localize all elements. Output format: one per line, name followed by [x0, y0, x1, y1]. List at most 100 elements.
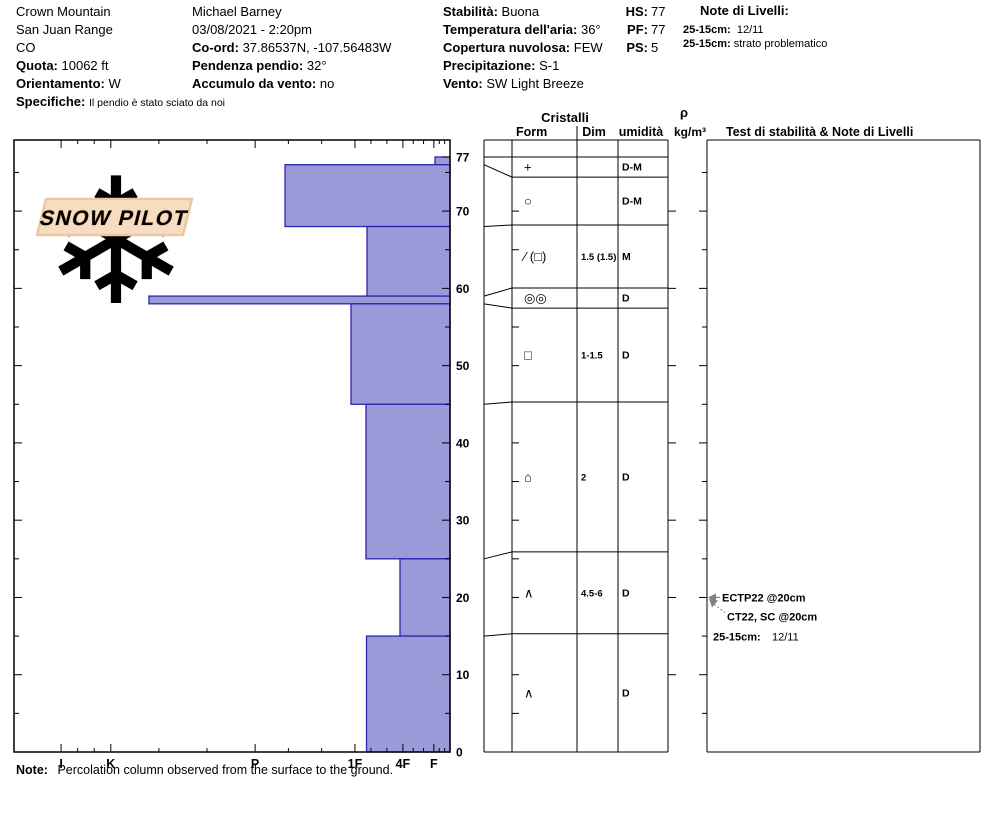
sky-cover-label: Copertura nuvolosa:	[443, 40, 571, 55]
moisture-value: D	[622, 350, 630, 362]
moisture-value: D-M	[622, 196, 642, 208]
dim-column-header: Dim	[582, 125, 606, 139]
moisture-value: D	[622, 687, 630, 699]
logo-banner-group: SNOW PILOT	[35, 197, 194, 237]
ps-value: 5	[651, 40, 659, 55]
layer-leader-line	[483, 287, 513, 297]
grain-form-symbol: ○	[524, 194, 532, 209]
aspect-value: W	[108, 76, 121, 91]
profile-layer-bar	[284, 164, 451, 228]
hardness-tick-label: K	[106, 757, 115, 771]
layer-note-label: 25-15cm:	[683, 24, 731, 36]
grain-form-symbol: ∧	[524, 585, 534, 600]
form-column-header: Form	[516, 125, 547, 139]
layer-note-value: strato problematico	[733, 38, 828, 50]
ct-arrowhead	[709, 598, 718, 608]
depth-tick-label: 70	[456, 205, 470, 219]
layer-leader-line	[483, 633, 513, 637]
profile-layer-bar	[366, 225, 451, 297]
grain-size-value: 2	[581, 472, 586, 483]
hardness-tick-label: I	[59, 757, 62, 771]
footnote-text: Percolation column observed from the sur…	[57, 763, 394, 777]
depth-tick-label: 60	[456, 282, 470, 296]
header-layer-notes-block: Note di Livelli: 25-15cm: 12/11 25-15cm:…	[683, 2, 827, 51]
hs-label: HS:	[625, 4, 648, 19]
depth-tick-label: 10	[456, 668, 470, 682]
range-name: San Juan Range	[16, 22, 113, 37]
hardness-tick-label: 1F	[348, 757, 363, 771]
grain-size-value: 1.5 (1.5)	[581, 252, 616, 263]
stability-test-result: CT22, SC @20cm	[727, 611, 817, 623]
pf-label: PF:	[627, 22, 648, 37]
depth-tick-label: 77	[456, 151, 470, 165]
grain-size-value: 4.5-6	[581, 588, 603, 599]
wind-value: SW Light Breeze	[486, 76, 584, 91]
moisture-value: D	[622, 587, 630, 599]
elevation-label: Quota:	[16, 58, 58, 73]
specifics-value: Il pendio è stato sciato da noi	[88, 97, 225, 109]
pf-value: 77	[651, 22, 666, 37]
precip-label: Precipitazione:	[443, 58, 536, 73]
hardness-tick-label: P	[251, 757, 259, 771]
hardness-tick-label: 4F	[396, 757, 411, 771]
density-header-units: kg/m³	[674, 125, 706, 139]
footnote-label: Note:	[16, 763, 48, 777]
layer-leader-line	[483, 401, 513, 405]
air-temp-label: Temperatura dell'aria:	[443, 22, 578, 37]
snowflake-icon: ❄	[43, 146, 190, 341]
elevation-value: 10062 ft	[61, 58, 109, 73]
profile-layer-bar	[148, 295, 451, 305]
profile-layer-bar	[365, 403, 451, 560]
sky-cover-value: FEW	[573, 40, 603, 55]
density-header-rho: ρ	[680, 105, 688, 120]
header-observer-block: Michael Barney 03/08/2021 - 2:20pm Co-or…	[192, 3, 391, 93]
ps-label: PS:	[626, 40, 648, 55]
profile-layer-bar	[399, 558, 451, 637]
grain-size-value: 1-1.5	[581, 351, 603, 362]
ct-arrow-line	[713, 604, 726, 613]
profile-layer-bar	[365, 635, 451, 753]
air-temp-value: 36°	[580, 22, 601, 37]
stability-test-header: Test di stabilità & Note di Livelli	[726, 125, 913, 139]
logo-banner	[35, 197, 194, 237]
coords-value: 37.86537N, -107.56483W	[242, 40, 392, 55]
wind-loading-label: Accumulo da vento:	[192, 76, 317, 91]
moisture-value: D-M	[622, 162, 642, 174]
hs-value: 77	[651, 4, 666, 19]
layer-leader-line	[483, 224, 513, 228]
header-location-block: Crown Mountain San Juan Range CO Quota: …	[16, 3, 225, 112]
slope-angle-value: 32°	[306, 58, 327, 73]
depth-tick-label: 0	[456, 746, 463, 760]
stability-value: Buona	[501, 4, 540, 19]
layer-note-label: 25-15cm:	[683, 38, 731, 50]
ect-arrowhead	[708, 593, 716, 602]
stability-test-result: ECTP22 @20cm	[722, 592, 806, 604]
layer-note-value: 12/11	[772, 631, 799, 643]
grain-form-symbol: +	[524, 160, 532, 175]
coords-label: Co-ord:	[192, 40, 239, 55]
grain-form-symbol: ⌂	[524, 469, 532, 484]
depth-tick-label: 40	[456, 436, 470, 450]
state-name: CO	[16, 40, 36, 55]
layer-leader-line	[483, 164, 513, 178]
layer-leader-line	[483, 551, 513, 560]
grain-form-symbol: ∕ (□)	[521, 249, 546, 264]
header-conditions-block: Stabilità: Buona Temperatura dell'aria: …	[443, 3, 603, 93]
layer-note-value: 12/11	[736, 24, 764, 36]
moisture-value: D	[622, 293, 630, 305]
depth-tick-label: 20	[456, 591, 470, 605]
depth-tick-label: 30	[456, 514, 470, 528]
site-name: Crown Mountain	[16, 4, 111, 19]
specifics-label: Specifiche:	[16, 94, 86, 109]
grain-form-symbol: ∧	[524, 685, 534, 700]
depth-tick-label: 50	[456, 359, 470, 373]
moisture-value: D	[622, 471, 630, 483]
footnote: Note: Percolation column observed from t…	[16, 763, 393, 777]
profile-layer-bar	[350, 303, 451, 405]
observer-name: Michael Barney	[192, 4, 282, 19]
layer-leader-line	[483, 303, 513, 309]
crystals-header: Cristalli	[541, 110, 589, 125]
layer-notes-title: Note di Livelli:	[700, 3, 789, 18]
